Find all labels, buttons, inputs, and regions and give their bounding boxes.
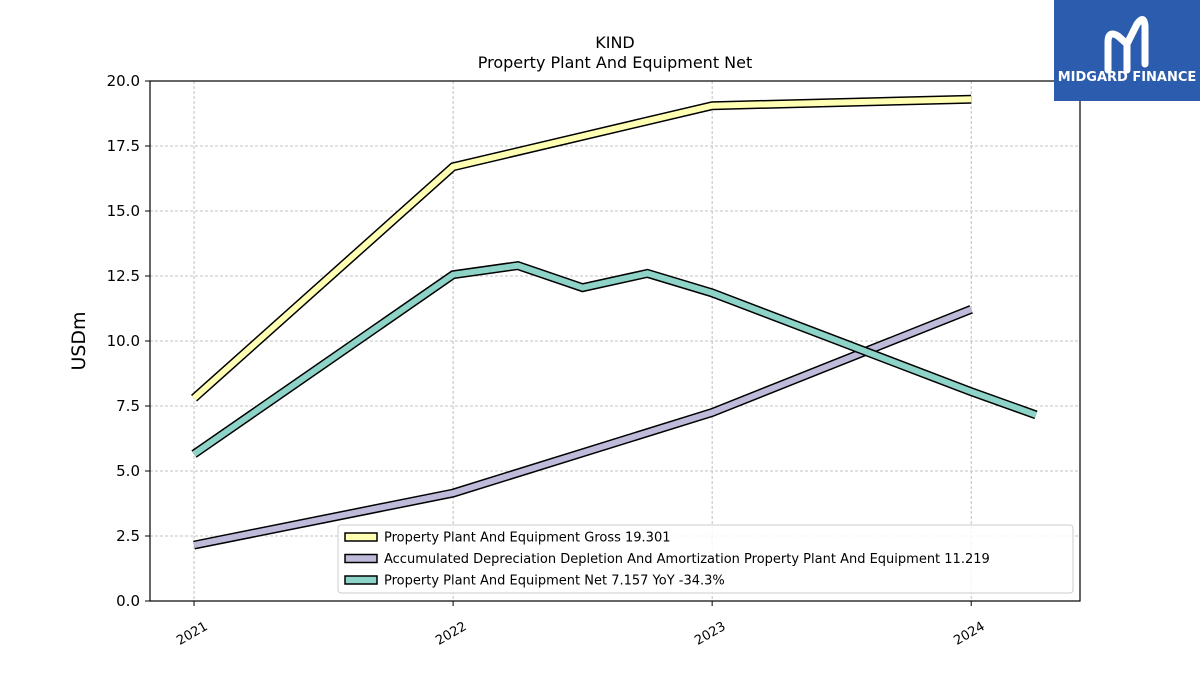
legend-label: Accumulated Depreciation Depletion And A…	[384, 552, 990, 567]
y-tick-label: 10.0	[107, 332, 140, 350]
x-tick-label: 2023	[692, 619, 728, 649]
chart-title: KIND	[595, 33, 635, 52]
y-tick-label: 7.5	[116, 397, 140, 415]
y-tick-label: 15.0	[107, 202, 140, 220]
midgard-m-logo-icon	[1104, 16, 1149, 74]
legend-swatch	[344, 575, 378, 585]
y-tick-label: 2.5	[116, 527, 140, 545]
series-line-1	[192, 96, 972, 401]
x-tick-label: 2021	[174, 619, 210, 649]
y-axis-label: USDm	[68, 311, 90, 370]
series-line-2	[193, 306, 973, 549]
legend-box	[337, 524, 1074, 594]
legend-swatch	[344, 532, 378, 542]
brand-logo: MIDGARD FINANCE	[1054, 0, 1200, 101]
legend: Property Plant And Equipment Gross 19.30…	[337, 524, 1074, 594]
legend-swatch	[344, 553, 378, 564]
series-lines	[191, 94, 1038, 550]
series-line-3	[192, 262, 1038, 457]
x-tick-label: 2022	[433, 619, 469, 649]
series-line-outline	[191, 260, 1038, 458]
y-tick-label: 5.0	[116, 462, 140, 480]
x-tick-label: 2024	[951, 619, 987, 649]
legend-label: Property Plant And Equipment Gross 19.30…	[384, 531, 671, 546]
y-tick-label: 17.5	[107, 137, 140, 155]
brand-name: MIDGARD FINANCE	[1058, 70, 1197, 85]
chart-subtitle: Property Plant And Equipment Net	[478, 53, 753, 72]
y-axis-ticks: 0.0 2.5 5.0 7.5 10.0 12.5 15.0 17.5 20.0	[107, 72, 150, 610]
x-axis-ticks: 2021 2022 2023 2024	[174, 601, 988, 649]
y-tick-label: 0.0	[116, 592, 140, 610]
y-tick-label: 12.5	[107, 267, 140, 285]
y-tick-label: 20.0	[107, 72, 140, 90]
legend-label: Property Plant And Equipment Net 7.157 Y…	[384, 574, 725, 589]
